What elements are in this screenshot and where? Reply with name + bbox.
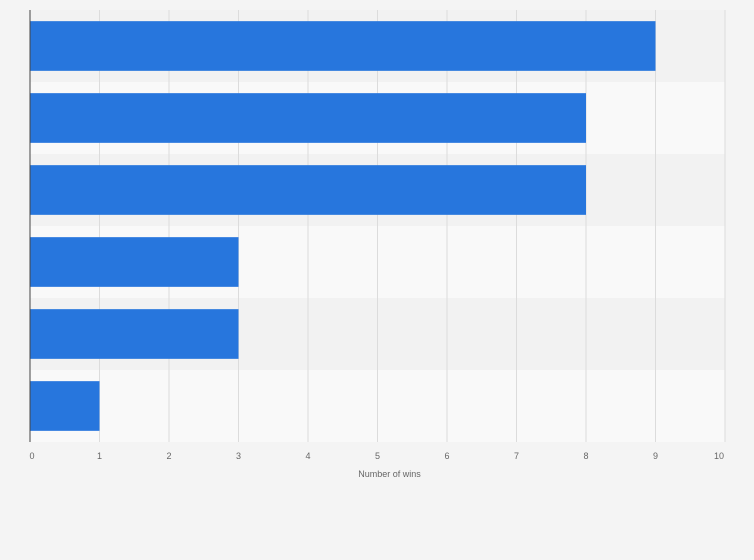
x-tick-label: 1 — [97, 451, 102, 461]
bar — [30, 21, 656, 71]
x-tick-label: 2 — [166, 451, 171, 461]
bar — [30, 381, 100, 431]
x-tick-label: 3 — [236, 451, 241, 461]
bar — [30, 309, 239, 359]
bar — [30, 165, 586, 215]
x-tick-labels: 0 1 2 3 4 5 6 7 8 9 10 — [29, 451, 724, 461]
bar — [30, 93, 586, 143]
x-tick-label: 0 — [29, 451, 34, 461]
gridlines — [99, 10, 726, 442]
x-tick-label: 5 — [375, 451, 380, 461]
x-tick-label: 7 — [514, 451, 519, 461]
x-tick-label: 6 — [444, 451, 449, 461]
bar — [30, 237, 239, 287]
x-tick-label: 4 — [305, 451, 310, 461]
x-tick-label: 10 — [714, 451, 724, 461]
x-tick-label: 8 — [583, 451, 588, 461]
x-tick-label: 9 — [653, 451, 658, 461]
bars — [30, 21, 656, 431]
x-axis-title: Number of wins — [358, 469, 421, 479]
